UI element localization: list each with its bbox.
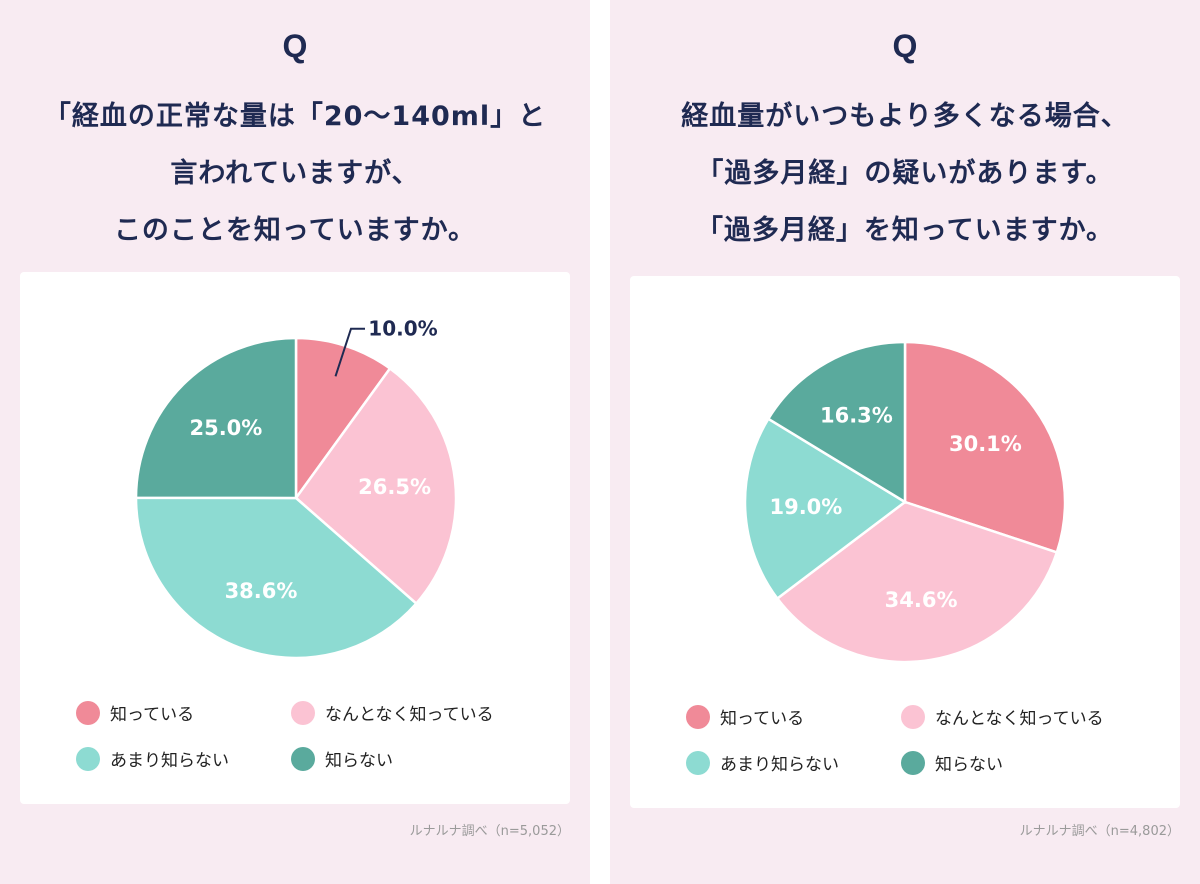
legend-swatch bbox=[686, 750, 710, 775]
legend-label: なんとなく知っている bbox=[325, 705, 494, 725]
legend-label: 知っている bbox=[110, 705, 195, 725]
pie-slice bbox=[903, 340, 1067, 554]
legend-item: 知っている bbox=[686, 704, 804, 729]
legend-item: 知っている bbox=[76, 700, 194, 725]
legend-item: あまり知らない bbox=[686, 750, 839, 775]
question-line: 「過多月経」の疑いがあります。 bbox=[696, 158, 1114, 189]
question-line: 言われていますが、 bbox=[170, 158, 420, 189]
slice-value-label: 26.5% bbox=[358, 475, 431, 499]
pie-slice bbox=[134, 496, 419, 660]
legend-swatch bbox=[901, 704, 925, 729]
left-survey-panel: Q 「経血の正常な量は「20～140ml」と 言われていますが、 このことを知っ… bbox=[0, 0, 590, 884]
legend-item: 知らない bbox=[291, 746, 393, 771]
chart-legend: 知っている なんとなく知っているあまり知らない 知らない bbox=[76, 672, 556, 782]
right-survey-panel: Q 経血量がいつもより多くなる場合、 「過多月経」の疑いがあります。 「過多月経… bbox=[610, 0, 1200, 884]
slice-value-label: 34.6% bbox=[885, 588, 958, 612]
pie-slice bbox=[775, 500, 1059, 664]
legend-item: 知らない bbox=[901, 750, 1003, 775]
legend-label: 知らない bbox=[325, 751, 393, 771]
legend-item: なんとなく知っている bbox=[291, 700, 494, 725]
legend-swatch bbox=[686, 704, 710, 729]
question-line: 「経血の正常な量は「20～140ml」と bbox=[43, 101, 547, 132]
chart-card: 30.1% 34.6% 19.0% 16.3% 知っている なんとなく知っているあまり知… bbox=[630, 276, 1180, 808]
legend-label: あまり知らない bbox=[110, 751, 229, 771]
legend-swatch bbox=[291, 700, 315, 725]
slice-value-label: 25.0% bbox=[189, 416, 262, 440]
pie-slice bbox=[134, 336, 298, 500]
pie-chart: 10.0% 26.5% 38.6% 25.0% bbox=[134, 317, 458, 660]
question-line: 「過多月経」を知っていますか。 bbox=[695, 215, 1115, 246]
legend-item: なんとなく知っている bbox=[901, 704, 1104, 729]
legend-swatch bbox=[76, 700, 100, 725]
pie-slice bbox=[743, 417, 908, 601]
legend-swatch bbox=[901, 750, 925, 775]
legend-label: 知っている bbox=[720, 709, 805, 729]
legend-label: なんとなく知っている bbox=[935, 709, 1104, 729]
legend-swatch bbox=[76, 746, 100, 771]
question-text: 経血量がいつもより多くなる場合、 「過多月経」の疑いがあります。 「過多月経」を… bbox=[620, 88, 1190, 259]
question-mark: Q bbox=[892, 28, 918, 64]
legend-label: あまり知らない bbox=[720, 755, 839, 775]
question-mark: Q bbox=[282, 28, 308, 64]
source-note: ルナルナ調べ（n=5,052） bbox=[409, 824, 570, 839]
legend-swatch bbox=[291, 746, 315, 771]
question-line: 経血量がいつもより多くなる場合、 bbox=[681, 101, 1129, 132]
slice-value-label: 38.6% bbox=[225, 579, 298, 603]
slice-value-label: 30.1% bbox=[949, 432, 1022, 456]
legend-item: あまり知らない bbox=[76, 746, 229, 771]
pie-slice bbox=[766, 340, 907, 505]
leader-line bbox=[334, 327, 365, 377]
source-note: ルナルナ調べ（n=4,802） bbox=[1019, 824, 1180, 839]
slice-value-label: 16.3% bbox=[820, 404, 893, 428]
chart-card: 10.0% 26.5% 38.6% 25.0% 知っている なんとなく知っているあまり知… bbox=[20, 272, 570, 804]
question-line: このことを知っていますか。 bbox=[113, 215, 477, 246]
slice-value-label: 19.0% bbox=[769, 495, 842, 519]
slice-value-label: 10.0% bbox=[368, 317, 437, 341]
pie-slice bbox=[294, 366, 458, 606]
question-text: 「経血の正常な量は「20～140ml」と 言われていますが、 このことを知ってい… bbox=[10, 88, 580, 259]
pie-chart: 30.1% 34.6% 19.0% 16.3% bbox=[743, 340, 1067, 664]
legend-label: 知らない bbox=[935, 755, 1003, 775]
chart-legend: 知っている なんとなく知っているあまり知らない 知らない bbox=[686, 676, 1166, 786]
